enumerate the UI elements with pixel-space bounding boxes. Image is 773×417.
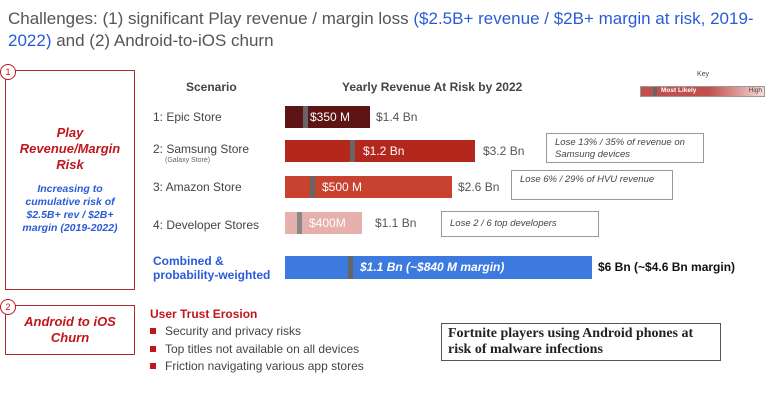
likely-label: $400M: [309, 216, 346, 230]
bullet-text: Security and privacy risks: [165, 324, 302, 338]
high-label: $6 Bn (~$4.6 Bn margin): [598, 260, 736, 274]
bar: $1.1 Bn (~$840 M margin): [285, 256, 592, 279]
section-number: 2: [0, 299, 16, 315]
header: Yearly Revenue At Risk by 2022: [342, 80, 523, 94]
section-subtitle: Increasing to cumulative risk of $2.5B+ …: [22, 183, 118, 234]
bullet-text: Friction navigating various app stores: [165, 359, 364, 373]
heading: User Trust Erosion: [150, 307, 258, 321]
section-title: Android to iOS Churn: [24, 314, 116, 345]
bullet: [150, 328, 156, 334]
key-bar: Most Likely High: [640, 86, 765, 97]
scenario: 3: Amazon Store: [153, 180, 242, 194]
bar: $350 M: [285, 106, 370, 128]
likely-label: $1.1 Bn (~$840 M margin): [360, 260, 505, 274]
likely-label: $1.2 Bn: [363, 144, 405, 158]
likely-label: $500 M: [322, 180, 363, 194]
scenario: 2: Samsung Store: [153, 142, 250, 156]
bar: $500 M: [285, 176, 452, 198]
bullet-text: Top titles not available on all devices: [165, 342, 360, 356]
title-highlight: ($2.5B+ revenue / $2B+ margin at risk, 2…: [8, 9, 754, 50]
bar: $1.2 Bn: [285, 140, 475, 162]
high-label: $2.6 Bn: [458, 180, 500, 194]
title-text: Challenges: (1) significant Play revenue…: [8, 9, 409, 28]
section-number: 1: [0, 64, 16, 80]
likely-label: $350 M: [310, 110, 351, 124]
quote: Fortnite players using Android phones at…: [441, 323, 721, 361]
high-label: $3.2 Bn: [483, 144, 525, 158]
bullet: [150, 346, 156, 352]
bullet: [150, 363, 156, 369]
high-label: $1.1 Bn: [375, 216, 417, 230]
scenario: Combined & probability-weighted: [153, 254, 271, 282]
section-title: Play Revenue/Margin Risk: [19, 125, 121, 172]
scenario: 1: Epic Store: [153, 110, 222, 124]
bar: $400M: [285, 212, 362, 234]
callout: Lose 13% / 35% of revenue on Samsung dev…: [546, 133, 704, 163]
key-label: High: [748, 87, 762, 94]
key-title: Key: [697, 71, 710, 78]
key-label: Most Likely: [661, 87, 697, 94]
section1-box: [5, 70, 135, 290]
scenario-note: (Galaxy Store): [165, 157, 211, 164]
high-label: $1.4 Bn: [376, 110, 418, 124]
title: Challenges: (1) significant Play revenue…: [8, 8, 768, 52]
section2-box: [5, 305, 135, 355]
scenario: 4: Developer Stores: [153, 218, 260, 232]
title-end: and (2) Android-to-iOS churn: [56, 31, 274, 50]
callout: Lose 6% / 29% of HVU revenue: [511, 170, 673, 200]
header: Scenario: [186, 80, 237, 94]
callout: Lose 2 / 6 top developers: [441, 211, 599, 237]
